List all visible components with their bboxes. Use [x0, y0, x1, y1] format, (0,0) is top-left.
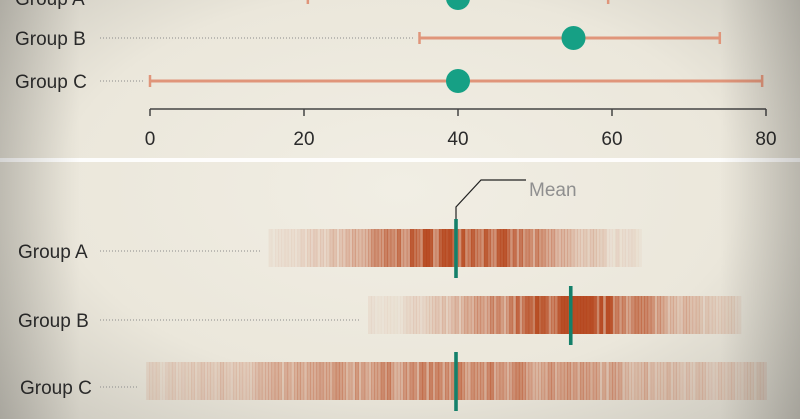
mean-dot — [446, 0, 470, 10]
panel-divider — [0, 158, 800, 162]
x-tick-label: 80 — [755, 129, 776, 150]
category-label-group-a: Group A — [18, 242, 88, 263]
category-label-group-c: Group C — [15, 72, 87, 93]
x-tick-label: 0 — [145, 129, 156, 150]
strip-segment — [737, 296, 742, 334]
annotation-leader — [455, 179, 526, 219]
category-label-group-c: Group C — [20, 378, 92, 399]
category-label-group-a: Group A — [15, 0, 85, 10]
x-tick-label: 60 — [601, 129, 622, 150]
category-label-group-b: Group B — [15, 29, 86, 50]
annotation-mean: Mean — [529, 180, 577, 201]
x-tick-label: 20 — [293, 129, 314, 150]
strip-chart-panel: Group A Group B Group C Mean — [18, 179, 767, 411]
strip-segment — [638, 229, 642, 267]
range-chart-panel: Group A Group B Group C 0 20 40 60 80 — [15, 0, 777, 150]
category-label-group-b: Group B — [18, 311, 89, 332]
mean-dot — [561, 26, 586, 50]
mean-dot — [446, 69, 470, 93]
strip-segment — [763, 362, 767, 400]
x-tick-label: 40 — [447, 129, 468, 150]
